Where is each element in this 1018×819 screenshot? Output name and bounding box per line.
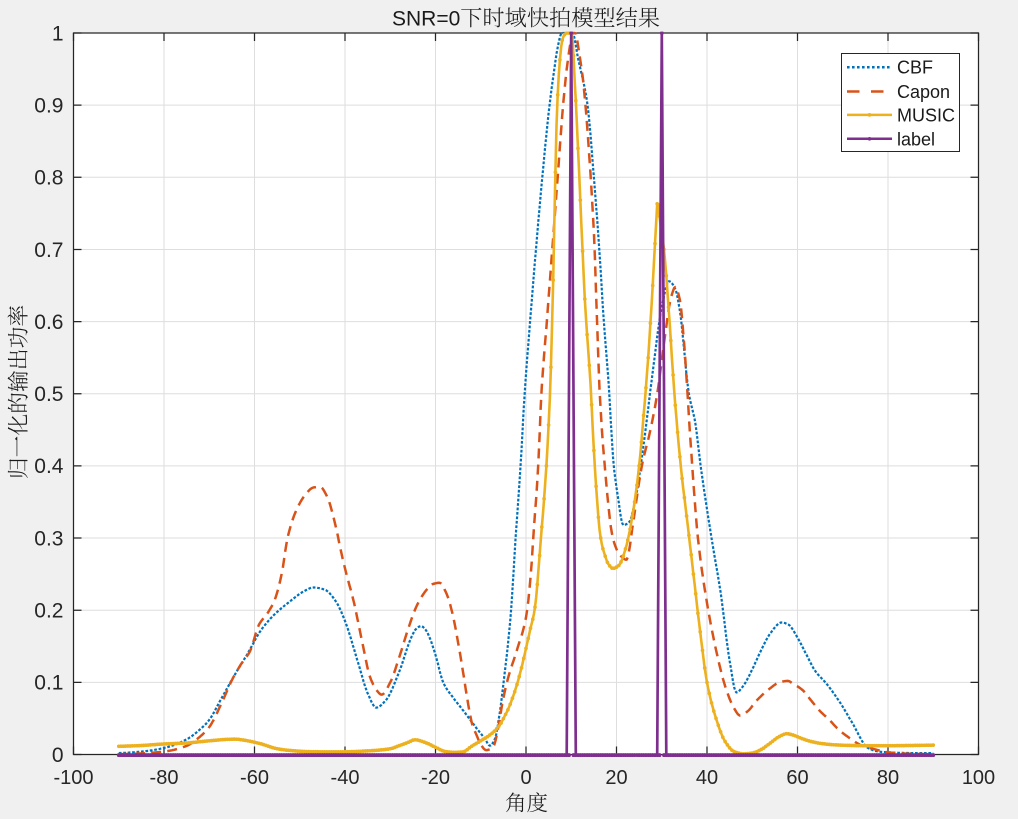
svg-text:-60: -60	[240, 767, 269, 789]
svg-text:CBF: CBF	[897, 58, 933, 78]
svg-text:80: 80	[877, 767, 899, 789]
svg-text:0.7: 0.7	[34, 239, 63, 262]
svg-text:-100: -100	[53, 767, 93, 789]
svg-text:0.3: 0.3	[34, 527, 63, 550]
svg-text:60: 60	[786, 767, 808, 789]
svg-text:-20: -20	[421, 767, 450, 789]
svg-text:0: 0	[52, 744, 64, 767]
svg-text:Capon: Capon	[897, 82, 950, 102]
svg-text:0.6: 0.6	[34, 311, 63, 334]
svg-text:0: 0	[520, 767, 531, 789]
svg-text:0.5: 0.5	[34, 383, 63, 406]
svg-text:-40: -40	[331, 767, 360, 789]
svg-text:100: 100	[962, 767, 995, 789]
svg-text:1: 1	[52, 22, 64, 45]
svg-text:40: 40	[696, 767, 718, 789]
svg-text:0.8: 0.8	[34, 167, 63, 190]
svg-text:20: 20	[605, 767, 627, 789]
svg-text:-80: -80	[150, 767, 179, 789]
svg-text:MUSIC: MUSIC	[897, 105, 955, 125]
svg-text:0.1: 0.1	[34, 672, 63, 695]
svg-text:0.4: 0.4	[34, 455, 64, 478]
svg-text:0.2: 0.2	[34, 600, 63, 623]
svg-text:SNR=0: SNR=0	[392, 8, 460, 31]
svg-text:0.9: 0.9	[34, 94, 63, 117]
svg-text:label: label	[897, 129, 935, 149]
